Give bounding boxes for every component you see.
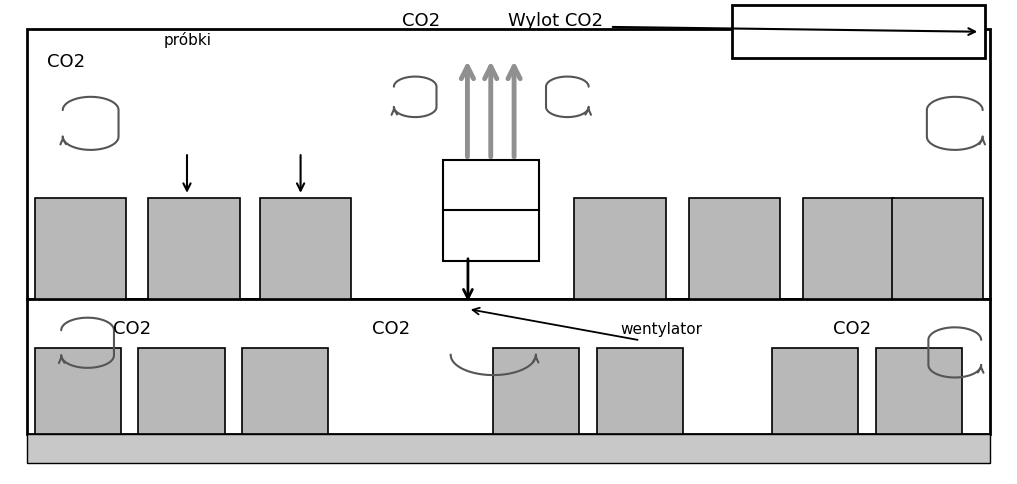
Bar xyxy=(575,199,666,300)
Text: CO2: CO2 xyxy=(833,319,872,338)
Text: CO2: CO2 xyxy=(113,319,152,338)
Text: CO2: CO2 xyxy=(371,319,410,338)
Bar xyxy=(138,348,225,435)
Bar xyxy=(597,348,683,435)
Bar xyxy=(772,348,858,435)
Bar xyxy=(26,300,991,435)
Bar xyxy=(876,348,962,435)
Bar xyxy=(148,199,240,300)
Bar xyxy=(690,199,780,300)
Bar xyxy=(26,30,991,300)
Text: CO2: CO2 xyxy=(402,12,440,30)
Text: CO2: CO2 xyxy=(47,53,85,71)
Bar xyxy=(442,160,539,261)
Bar xyxy=(731,6,985,59)
Text: wentylator: wentylator xyxy=(620,321,702,336)
Bar xyxy=(493,348,580,435)
Bar xyxy=(26,435,991,463)
Bar xyxy=(892,199,983,300)
Bar xyxy=(260,199,351,300)
Bar xyxy=(802,199,894,300)
Text: Wylot CO2: Wylot CO2 xyxy=(508,12,603,30)
Bar xyxy=(242,348,327,435)
Text: próbki: próbki xyxy=(164,32,212,48)
Bar xyxy=(35,348,121,435)
Bar xyxy=(35,199,126,300)
